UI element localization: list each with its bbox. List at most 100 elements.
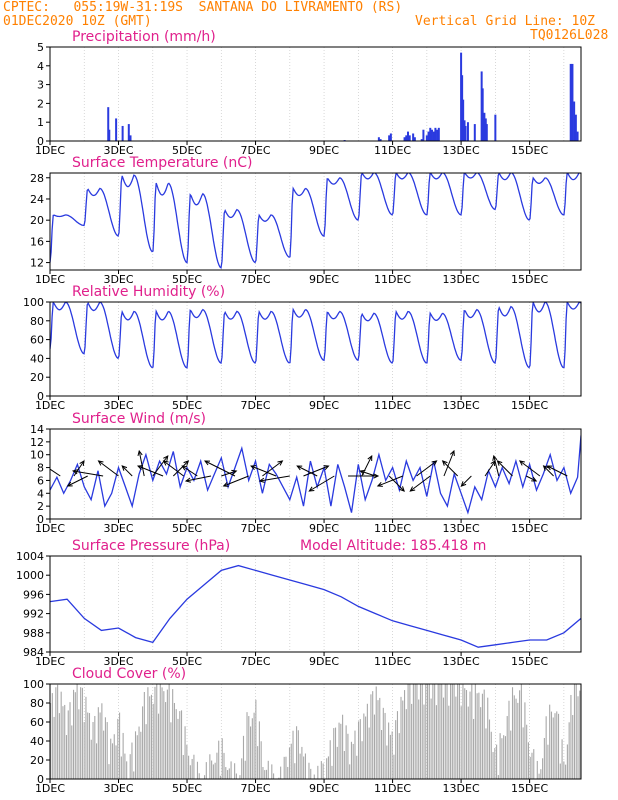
cloud-bar	[405, 709, 407, 779]
precip-bar	[377, 137, 380, 141]
cloud-bar	[398, 733, 400, 779]
wind-arrow	[376, 475, 404, 487]
cloud-bar	[73, 689, 75, 779]
cloud-bar	[165, 702, 167, 779]
cloud-bar	[568, 722, 570, 779]
cloud-bar	[476, 693, 478, 779]
precip-bar	[576, 131, 579, 141]
y-tick-label: 5	[37, 41, 44, 54]
pressure-series	[50, 564, 581, 648]
y-tick-label: 80	[30, 315, 44, 328]
cloud-bar	[437, 684, 439, 779]
cloud-bar	[396, 711, 399, 779]
cloud-bar	[310, 768, 312, 779]
x-tick-label: 7DEC	[240, 655, 270, 668]
wind-arrow	[121, 465, 133, 477]
cloud-bar	[577, 696, 579, 779]
cloud-bar	[561, 739, 563, 779]
cloud-bar	[510, 730, 512, 779]
cloud-bar	[333, 728, 335, 779]
cloud-bar	[193, 754, 195, 779]
cloud-bar	[414, 684, 416, 779]
cloud-bar	[384, 712, 386, 779]
cloud-bar	[88, 713, 91, 779]
y-tick-label: 4	[37, 487, 44, 500]
cloud-bar	[536, 760, 538, 779]
cloud-bar	[386, 745, 388, 779]
cloud-bar	[85, 696, 87, 779]
cloud-bar	[58, 713, 60, 779]
x-tick-label: 3DEC	[103, 782, 133, 795]
cloud-bar	[458, 684, 460, 779]
cloud-bar	[409, 684, 411, 779]
cloud-bar	[265, 769, 268, 779]
cloud-bar	[511, 687, 514, 779]
precip-bar	[107, 107, 110, 141]
cloud-bar	[575, 684, 577, 779]
cloud-bar	[317, 765, 319, 779]
cloud-bar	[448, 705, 450, 779]
precip-bar	[379, 139, 382, 141]
cloud-bar	[425, 684, 427, 779]
y-tick-label: 100	[23, 678, 44, 691]
cloud-bar	[283, 756, 285, 779]
cloud-bar	[262, 766, 264, 779]
x-tick-label: 15DEC	[511, 522, 548, 535]
cloud-bar	[543, 738, 545, 779]
x-tick-label: 9DEC	[309, 273, 339, 286]
y-tick-label: 20	[30, 371, 44, 384]
cloud-bar	[212, 764, 214, 779]
cloud-bar	[492, 752, 494, 779]
cloud-bar	[490, 731, 492, 779]
wind-arrow	[518, 460, 541, 477]
precip-bar	[436, 129, 439, 141]
x-tick-label: 9DEC	[309, 782, 339, 795]
cloud-bar	[152, 703, 154, 779]
cloud-bar	[159, 684, 161, 779]
precip-bar	[425, 135, 428, 141]
y-tick-label: 10	[30, 449, 44, 462]
cloud-bar	[557, 713, 560, 779]
precip-bar	[108, 129, 111, 141]
cloud-bar	[377, 700, 379, 779]
wind-arrow	[348, 473, 380, 479]
station-header: CPTEC: 055:19W-31:19S SANTANA DO LIVRAME…	[3, 0, 403, 15]
cloud-bar	[515, 698, 517, 779]
cloud-bar	[90, 739, 92, 779]
wind-arrow	[71, 469, 104, 477]
wind-arrow	[203, 460, 236, 477]
pressure-note: Model Altitude: 185.418 m	[300, 538, 486, 554]
cloud-bar	[520, 684, 522, 779]
cloud-bar	[453, 684, 455, 779]
cloud-bar	[395, 720, 397, 779]
x-tick-label: 3DEC	[103, 144, 133, 157]
cloud-bar	[363, 713, 365, 779]
y-tick-label: 988	[23, 627, 44, 640]
cloud-bar	[485, 728, 487, 779]
cloud-bar	[478, 692, 480, 779]
cloud-bar	[60, 691, 62, 779]
cloud-bar	[483, 689, 485, 779]
cloud-bar	[465, 690, 468, 779]
cloud-bar	[250, 726, 252, 779]
y-tick-label: 16	[30, 235, 44, 248]
cloud-bar	[455, 696, 457, 779]
cloud-bar	[506, 716, 508, 779]
cloud-bar	[239, 775, 241, 779]
cloud-bar	[421, 684, 423, 779]
cloud-bar	[253, 712, 255, 779]
rh-title: Relative Humidity (%)	[72, 284, 225, 300]
cloud-bar	[149, 696, 151, 779]
cloud-bar	[400, 696, 402, 779]
cloud-bar	[566, 744, 568, 779]
wind-arrow	[416, 460, 438, 477]
y-tick-label: 1004	[16, 550, 44, 563]
cloud-bar	[154, 686, 156, 779]
cloud-bar	[188, 755, 190, 779]
x-tick-label: 15DEC	[511, 144, 548, 157]
rh-panel: 0 20 40 60 80 100 1DEC 3DEC 5DEC 7DEC 9DEC 11DEC 13D…	[23, 284, 582, 412]
cloud-bar	[320, 761, 322, 779]
cloud-bar	[411, 703, 413, 779]
precip-bar	[462, 99, 465, 141]
